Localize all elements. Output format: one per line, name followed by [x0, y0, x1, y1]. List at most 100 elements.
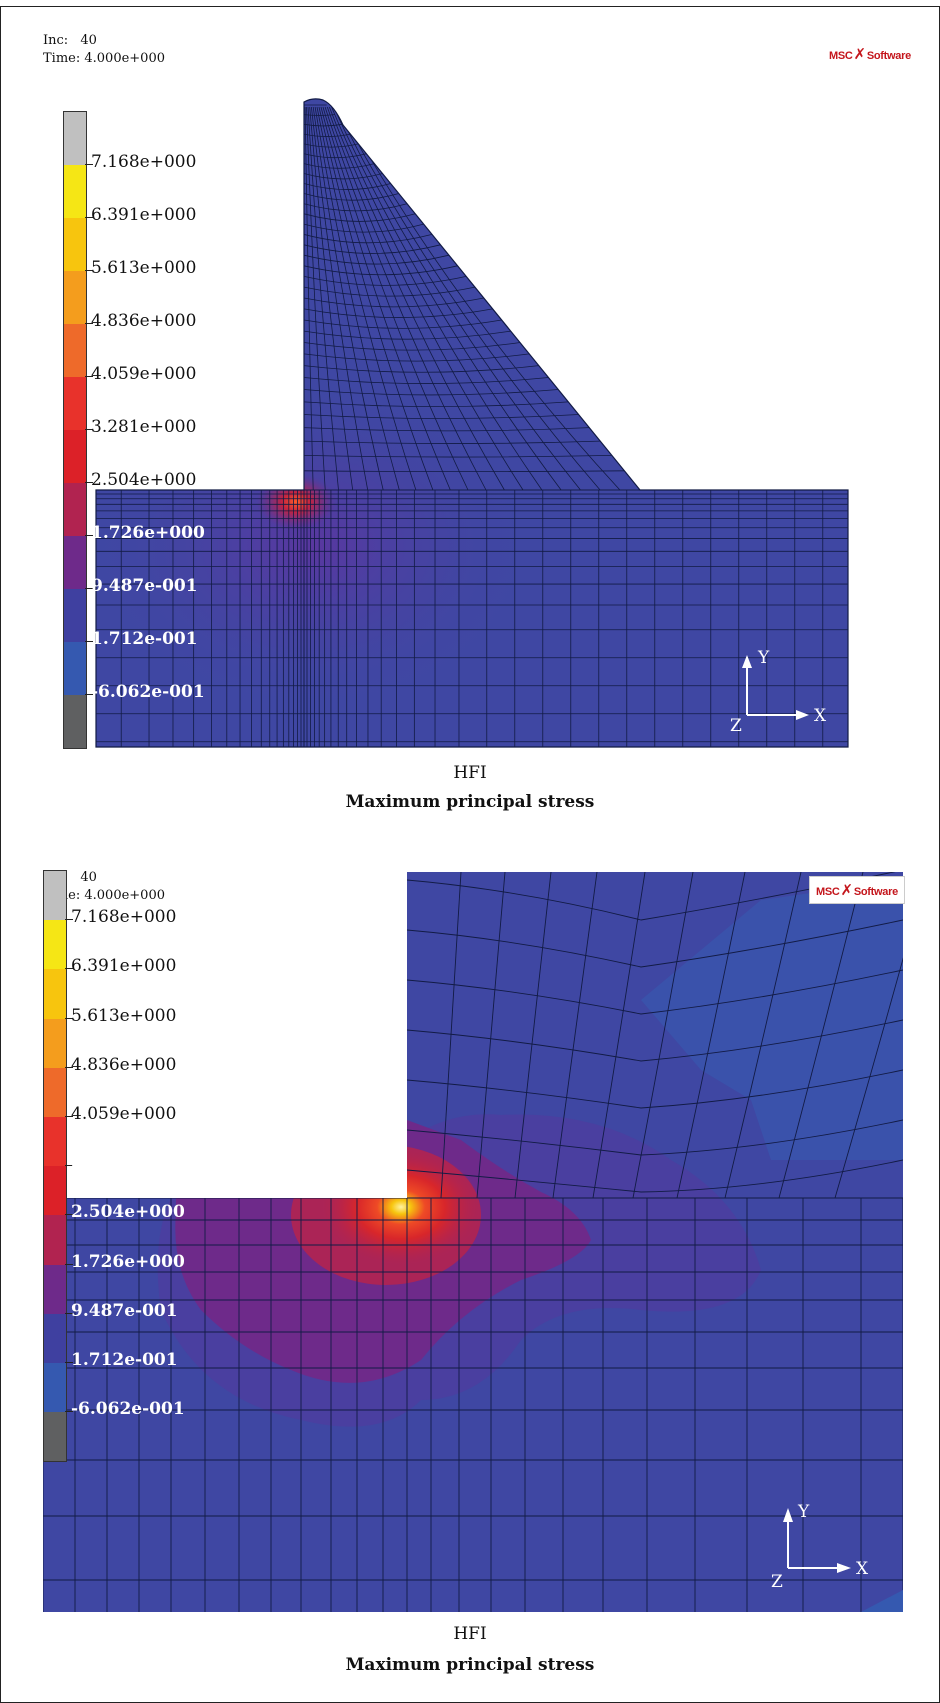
legend-tick — [65, 1017, 73, 1019]
legend-tick — [85, 429, 93, 430]
legend-color-bar — [43, 870, 67, 1463]
bottom-panel: Inc: 40 Time: 4.000e+000 — [0, 840, 940, 1703]
legend-tick — [65, 919, 73, 921]
top-panel: Inc: 40 Time: 4.000e+000 MSC✗Software — [0, 6, 940, 842]
legend-swatch — [64, 589, 86, 642]
cool-zone — [641, 880, 903, 1160]
legend-tick — [85, 535, 93, 536]
legend-tick — [65, 1312, 73, 1314]
caption-title-bottom: Maximum principal stress — [345, 1655, 595, 1675]
legend-swatch — [64, 218, 86, 271]
legend-tick — [85, 588, 93, 589]
legend-value-label: 6.391e+000 — [91, 205, 197, 225]
legend-color-bar — [63, 111, 87, 749]
corner-cool-zone — [861, 1590, 903, 1612]
legend-swatch — [44, 1018, 66, 1068]
msc-logo-2: MSC✗Software — [809, 876, 905, 904]
legend-tick — [65, 1411, 73, 1413]
legend-swatch — [44, 1264, 66, 1314]
legend-value-label: -6.062e-001 — [71, 1399, 185, 1420]
increment-key: Inc: — [43, 33, 69, 48]
logo-x-icon: ✗ — [840, 882, 854, 899]
logo-text-software: Software — [853, 886, 898, 898]
legend-swatch — [64, 165, 86, 218]
legend-swatch — [44, 1215, 66, 1265]
legend-value-label: 7.168e+000 — [91, 152, 197, 172]
legend-tick — [85, 376, 93, 377]
mesh-grid-lines — [43, 872, 903, 1612]
caption-title-top: Maximum principal stress — [345, 792, 595, 812]
legend-value-label: 7.168e+000 — [71, 907, 177, 928]
time-key: Time: — [43, 51, 81, 66]
axis-z-label: Z — [771, 1572, 783, 1592]
legend-swatch — [64, 536, 86, 589]
legend-swatch — [44, 1166, 66, 1216]
legend-value-label: 3.281e+000 — [71, 1153, 185, 1174]
legend-tick — [85, 641, 93, 642]
legend-tick — [65, 1066, 73, 1068]
legend-value-label: 9.487e-001 — [91, 576, 198, 596]
legend-tick — [85, 217, 93, 218]
time-value: 4.000e+000 — [84, 51, 165, 66]
legend-value-label: 2.504e+000 — [91, 470, 197, 490]
axis-x-label: X — [856, 1559, 869, 1579]
legend-swatch — [44, 871, 66, 921]
caption-model-bottom: HFI — [453, 1624, 487, 1644]
legend-tick — [65, 1116, 73, 1117]
legend-swatch — [44, 1363, 66, 1413]
legend-value-label: 4.836e+000 — [71, 1054, 177, 1075]
legend-tick — [85, 482, 93, 483]
legend-value-label: 9.487e-001 — [71, 1300, 178, 1321]
legend-swatch — [44, 969, 66, 1019]
arrow-up-icon — [783, 1508, 793, 1522]
legend-swatch — [64, 112, 86, 165]
axis-y-label: Y — [797, 1502, 810, 1522]
legend-value-label: 1.712e-001 — [71, 1350, 178, 1370]
mesh-grid-lines — [96, 104, 848, 747]
arrow-right-icon — [796, 710, 809, 720]
increment-label: Inc: 40 — [43, 33, 97, 49]
logo-text-msc: MSC — [829, 50, 853, 62]
mesh-body-bottom — [43, 872, 903, 1612]
legend-value-label: 2.504e+000 — [71, 1202, 185, 1223]
legend-swatch — [44, 1067, 66, 1117]
legend-value-label: 5.613e+000 — [91, 258, 197, 278]
legend-swatch — [64, 642, 86, 695]
legend-value-label: 1.712e-001 — [91, 629, 198, 649]
legend-tick — [65, 1263, 73, 1265]
legend-tick — [65, 968, 73, 970]
legend-value-label: 4.059e+000 — [71, 1104, 177, 1124]
legend-tick — [65, 1214, 73, 1216]
legend-swatch — [64, 377, 86, 430]
legend-swatch — [44, 1313, 66, 1363]
legend-value-label: -6.062e-001 — [91, 682, 205, 702]
arrow-up-icon — [742, 655, 752, 668]
legend-tick — [65, 1362, 73, 1363]
axis-z-label: Z — [730, 716, 742, 736]
legend-value-label: 4.059e+000 — [91, 364, 197, 384]
time-label: Time: 4.000e+000 — [43, 51, 165, 67]
logo-x-icon: ✗ — [853, 46, 867, 63]
increment-value: 40 — [80, 870, 97, 885]
legend-tick — [65, 1165, 73, 1167]
legend-swatch — [44, 1412, 66, 1462]
fem-contour-plot-bottom: Y X Z — [43, 872, 903, 1612]
increment-value: 40 — [80, 33, 97, 48]
legend-swatch — [44, 920, 66, 970]
msc-logo: MSC✗Software — [829, 45, 911, 63]
legend-swatch — [64, 324, 86, 377]
legend-value-label: 1.726e+000 — [71, 1251, 185, 1272]
legend-value-label: 5.613e+000 — [71, 1005, 177, 1026]
legend-swatch — [64, 695, 86, 748]
legend-value-label: 3.281e+000 — [91, 417, 197, 437]
legend-tick — [85, 694, 93, 695]
legend-swatch — [64, 271, 86, 324]
axis-triad-bottom: Y X Z — [771, 1502, 869, 1592]
legend-value-label: 6.391e+000 — [71, 956, 177, 977]
legend-swatch — [64, 430, 86, 483]
axis-y-label: Y — [757, 648, 770, 668]
axis-x-label: X — [814, 706, 827, 726]
fem-contour-plot-top: Y X Z — [95, 98, 849, 748]
legend-tick — [85, 323, 93, 324]
legend-value-label: 1.726e+000 — [91, 523, 205, 543]
